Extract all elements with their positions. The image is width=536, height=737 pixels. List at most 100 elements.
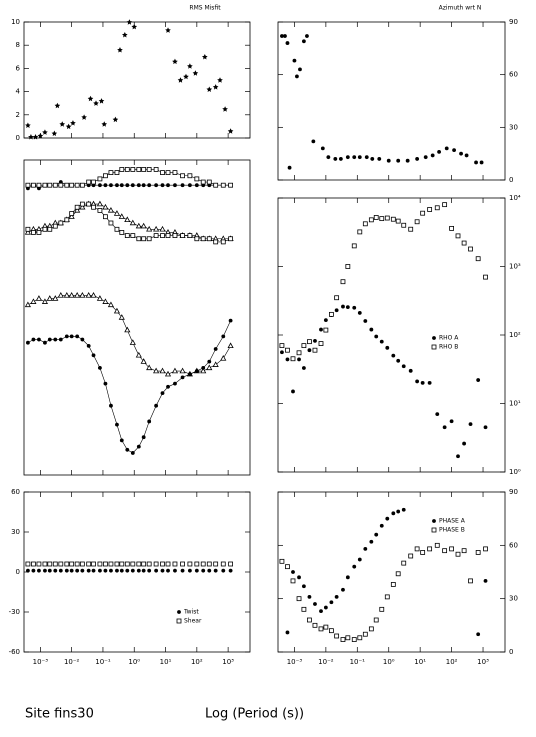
- data-point: [334, 633, 340, 639]
- x-tick-label: 10⁻²: [318, 658, 334, 666]
- data-point: [379, 216, 385, 222]
- data-point: [434, 205, 440, 211]
- data-point: [290, 578, 296, 584]
- data-point: [136, 444, 141, 449]
- data-point: [59, 121, 66, 127]
- data-point: [47, 561, 53, 567]
- data-point: [165, 561, 171, 567]
- data-point: [124, 561, 130, 567]
- data-point: [442, 202, 448, 208]
- data-point: [153, 367, 160, 374]
- data-point: [351, 637, 357, 642]
- data-point: [401, 222, 407, 228]
- data-point: [91, 568, 96, 573]
- data-point: [85, 292, 92, 298]
- y-tick-label: 10: [11, 18, 20, 26]
- data-point: [479, 160, 484, 165]
- legend-marker: [432, 336, 436, 340]
- data-point: [449, 546, 454, 552]
- data-point: [122, 31, 128, 38]
- data-point: [114, 226, 120, 232]
- data-point: [352, 305, 357, 310]
- data-point: [115, 183, 119, 188]
- data-point: [285, 347, 290, 353]
- data-point: [220, 355, 227, 361]
- data-point: [220, 182, 226, 188]
- data-point: [47, 226, 53, 232]
- data-point: [296, 350, 302, 356]
- data-point: [390, 216, 396, 222]
- data-point: [345, 155, 350, 160]
- data-point: [312, 622, 318, 628]
- data-point: [129, 339, 136, 345]
- data-point: [108, 170, 114, 176]
- data-point: [384, 215, 390, 221]
- x-tick-label: 10⁻³: [33, 658, 49, 666]
- data-point: [295, 74, 299, 79]
- data-point: [90, 292, 97, 298]
- data-point: [86, 201, 92, 207]
- data-point: [318, 626, 324, 632]
- data-point: [112, 116, 119, 123]
- data-point: [334, 594, 339, 599]
- data-point: [379, 523, 384, 528]
- data-point: [292, 58, 297, 63]
- data-point: [119, 438, 124, 443]
- data-point: [52, 182, 58, 188]
- data-point: [369, 327, 374, 332]
- data-point: [364, 155, 369, 160]
- y-tick-label: 30: [509, 123, 518, 131]
- data-point: [187, 233, 193, 239]
- data-point: [79, 292, 86, 298]
- data-point: [200, 367, 207, 374]
- data-point: [379, 339, 384, 344]
- y-tick-label: 30: [11, 528, 20, 536]
- data-point: [459, 151, 463, 156]
- data-point: [75, 334, 80, 339]
- x-tick-label: 10⁻¹: [95, 658, 111, 666]
- data-point: [396, 158, 401, 163]
- data-point: [160, 391, 165, 395]
- data-point: [35, 295, 43, 301]
- data-point: [194, 183, 199, 188]
- data-point: [326, 155, 331, 160]
- data-point: [329, 311, 334, 317]
- data-point: [374, 532, 379, 537]
- data-point: [228, 568, 233, 573]
- y-tick-label: 10⁰: [509, 468, 521, 476]
- data-point: [183, 73, 189, 80]
- data-point: [172, 58, 178, 65]
- data-point: [362, 631, 368, 637]
- legend-marker: [431, 527, 437, 533]
- data-point: [217, 77, 223, 83]
- data-point: [42, 226, 48, 232]
- data-point: [30, 298, 37, 304]
- data-point: [64, 561, 70, 567]
- data-point: [179, 367, 186, 374]
- data-point: [166, 384, 170, 389]
- data-point: [340, 637, 346, 642]
- data-point: [31, 561, 36, 567]
- data-point: [476, 378, 481, 382]
- data-point: [63, 292, 70, 298]
- data-point: [345, 264, 351, 269]
- data-point: [333, 157, 338, 161]
- data-point: [427, 546, 433, 552]
- data-point: [91, 204, 96, 210]
- data-point: [395, 218, 401, 224]
- data-point: [368, 217, 374, 223]
- data-point: [311, 139, 316, 144]
- data-point: [25, 561, 31, 567]
- data-point: [200, 561, 206, 567]
- x-tick-label: 10⁰: [128, 658, 140, 666]
- legend-label: PHASE A: [439, 518, 466, 525]
- data-point: [221, 334, 226, 339]
- data-point: [166, 183, 170, 188]
- data-point: [172, 233, 178, 239]
- data-point: [141, 236, 147, 242]
- data-point: [296, 596, 302, 602]
- data-point: [194, 369, 199, 373]
- data-point: [334, 308, 339, 313]
- data-point: [97, 207, 103, 213]
- data-point: [91, 353, 96, 358]
